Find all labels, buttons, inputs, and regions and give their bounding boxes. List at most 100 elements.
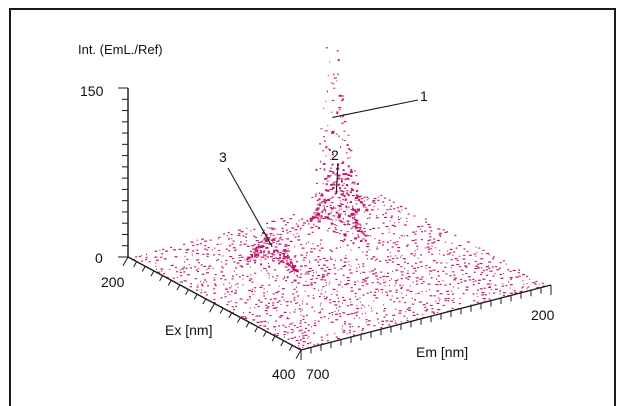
surface-point xyxy=(447,297,450,300)
surface-point xyxy=(369,291,372,293)
surface-point xyxy=(326,334,329,336)
peak-2-point xyxy=(316,207,320,210)
surface-point xyxy=(299,325,302,327)
peak-2-point xyxy=(324,202,327,204)
surface-point xyxy=(275,329,277,331)
surface-point xyxy=(281,239,284,241)
peak-2-point xyxy=(322,199,325,201)
peak-2-point xyxy=(340,189,343,191)
surface-point xyxy=(396,241,399,243)
surface-point xyxy=(509,270,512,273)
surface-point xyxy=(386,209,389,211)
surface-point xyxy=(499,290,502,292)
surface-point xyxy=(244,317,248,320)
peak-3-point xyxy=(263,238,265,241)
surface-point xyxy=(302,259,305,261)
surface-point xyxy=(388,199,391,201)
peak-2-point xyxy=(312,215,315,218)
surface-point xyxy=(348,298,351,300)
surface-point xyxy=(342,210,346,213)
peak-1-point xyxy=(349,191,352,194)
surface-point xyxy=(373,325,376,327)
surface-point xyxy=(286,258,289,260)
surface-point xyxy=(303,257,307,259)
peak-3-point xyxy=(284,257,286,260)
peak-3-point xyxy=(268,227,272,229)
surface-point xyxy=(479,262,483,265)
peak-1-point xyxy=(357,199,360,201)
surface-point xyxy=(175,271,178,273)
surface-point xyxy=(393,208,396,210)
surface-point xyxy=(322,209,325,211)
surface-point xyxy=(532,282,536,284)
surface-point xyxy=(238,259,242,262)
surface-point xyxy=(296,276,298,278)
peak-2-point xyxy=(318,204,321,207)
surface-point xyxy=(222,255,224,257)
peak-2-point xyxy=(353,237,357,240)
surface-point xyxy=(349,304,353,306)
surface-point xyxy=(427,283,431,285)
surface-point xyxy=(271,260,275,262)
peak-1-point xyxy=(342,173,346,176)
surface-point xyxy=(465,286,469,288)
surface-point xyxy=(376,246,378,248)
surface-point xyxy=(206,255,209,258)
surface-point xyxy=(347,279,351,282)
z-tick-max: 150 xyxy=(80,83,104,99)
peak-2-point xyxy=(319,217,323,219)
surface-point xyxy=(355,270,358,272)
surface-point xyxy=(473,300,476,302)
surface-point xyxy=(267,302,270,304)
peak-1-point xyxy=(341,95,345,97)
peak-3-point xyxy=(286,260,289,262)
surface-point xyxy=(269,233,273,235)
surface-point xyxy=(322,257,326,260)
surface-point xyxy=(356,267,358,269)
surface-point xyxy=(381,233,384,235)
peak-3-point xyxy=(255,254,259,257)
surface-point xyxy=(298,347,301,349)
surface-point xyxy=(413,215,416,217)
surface-point xyxy=(248,296,251,298)
surface-point xyxy=(291,328,294,331)
surface-point xyxy=(439,298,441,300)
surface-point xyxy=(206,281,208,283)
surface-point xyxy=(459,297,461,299)
surface-point xyxy=(276,333,279,335)
surface-point xyxy=(449,274,452,277)
peak-2-point xyxy=(332,187,335,190)
surface-point xyxy=(289,323,293,325)
surface-point xyxy=(407,276,411,278)
x-tick xyxy=(262,331,267,337)
peak-2-point xyxy=(338,213,342,215)
surface-point xyxy=(319,304,321,306)
surface-point xyxy=(196,259,200,261)
peak-1-point xyxy=(347,147,350,149)
surface-point xyxy=(397,246,401,249)
surface-point xyxy=(145,258,148,261)
surface-point xyxy=(320,239,323,241)
surface-point xyxy=(254,306,256,309)
surface-point xyxy=(385,281,387,283)
surface-point xyxy=(528,278,530,280)
surface-point xyxy=(452,271,455,273)
surface-point xyxy=(385,225,389,228)
surface-point xyxy=(203,279,206,281)
surface-point xyxy=(395,289,398,291)
surface-point xyxy=(491,266,494,268)
peak-2-point xyxy=(352,242,355,245)
surface-point xyxy=(427,248,431,250)
peak-2-point xyxy=(318,198,321,201)
peak-2-point xyxy=(315,208,319,211)
surface-point xyxy=(422,281,425,283)
surface-point xyxy=(415,283,418,285)
peak-2-point xyxy=(345,198,348,200)
peak-3-point xyxy=(272,276,275,278)
surface-point xyxy=(371,310,373,312)
surface-point xyxy=(266,291,268,293)
surface-point xyxy=(477,267,481,269)
surface-point xyxy=(394,322,397,324)
peak-3-point xyxy=(283,253,286,256)
surface-point xyxy=(251,313,254,316)
